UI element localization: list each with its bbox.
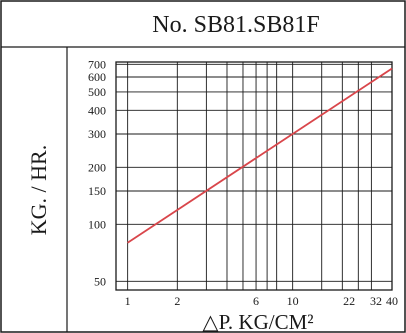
y-tick-label: 300 (88, 127, 106, 141)
y-tick-label: 600 (88, 70, 106, 84)
x-tick-label: 22 (343, 294, 355, 308)
y-tick-label: 100 (88, 217, 106, 231)
x-tick-label: 6 (253, 294, 259, 308)
x-tick-label: 2 (174, 294, 180, 308)
y-axis-label: KG. / HR. (26, 145, 51, 235)
y-tick-label: 150 (88, 184, 106, 198)
x-axis-label: △P. KG/CM² (202, 310, 313, 333)
y-tick-label: 700 (88, 57, 106, 71)
x-tick-label: 10 (287, 294, 299, 308)
y-tick-label: 200 (88, 160, 106, 174)
y-tick-label: 500 (88, 85, 106, 99)
x-tick-label: 1 (125, 294, 131, 308)
x-tick-label: 32 (370, 294, 382, 308)
y-tick-label: 50 (94, 274, 106, 288)
x-tick-label: 40 (386, 294, 398, 308)
chart-title: No. SB81.SB81F (152, 12, 319, 38)
series-line (127, 67, 393, 244)
series-layer (127, 67, 393, 244)
y-tick-label: 400 (88, 103, 106, 117)
grid-layer (115, 61, 393, 291)
